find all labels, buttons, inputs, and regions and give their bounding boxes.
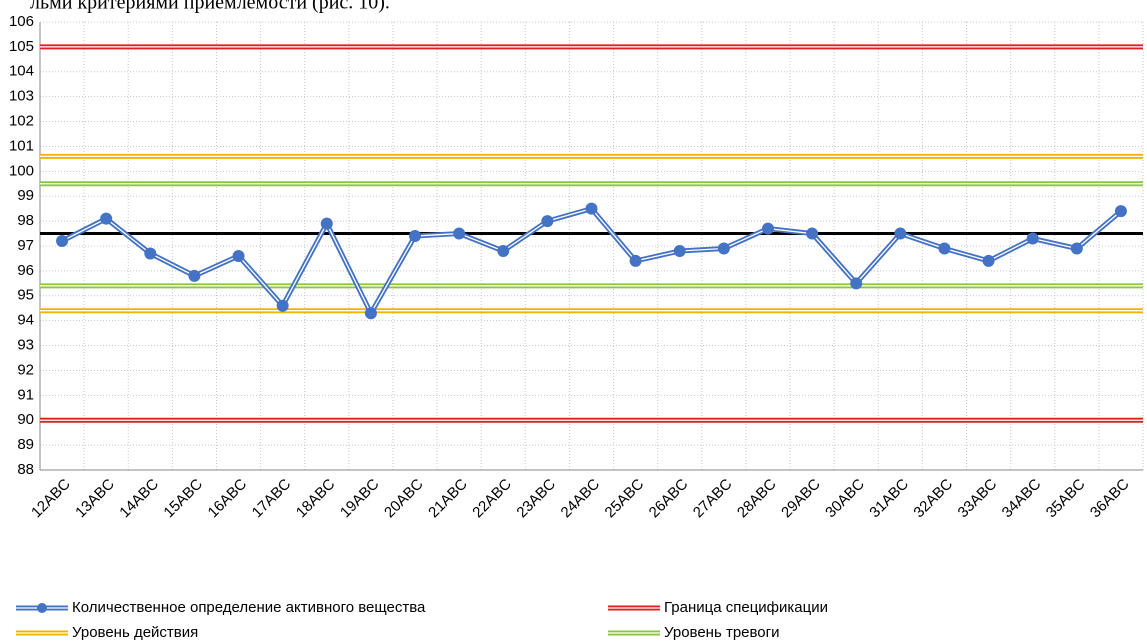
y-tick-label: 89 (17, 436, 34, 453)
point (761, 222, 774, 235)
point (320, 217, 333, 230)
y-tick-label: 102 (9, 113, 34, 130)
point (453, 227, 466, 240)
x-tick-label: 26ABC (646, 475, 692, 521)
x-tick-label: 20ABC (381, 475, 427, 521)
y-tick-label: 103 (9, 88, 34, 105)
x-tick-label: 28ABC (734, 475, 780, 521)
point (673, 244, 686, 257)
point (541, 215, 554, 228)
point (276, 299, 289, 312)
y-tick-label: 101 (9, 137, 34, 154)
x-tick-label: 36ABC (1087, 475, 1133, 521)
y-tick-label: 91 (17, 386, 34, 403)
legend-label: Граница спецификации (664, 599, 828, 616)
point (56, 235, 69, 248)
series-line-inner (61, 207, 1122, 315)
x-tick-label: 33ABC (955, 475, 1001, 521)
legend-marker (37, 603, 47, 613)
y-tick-label: 104 (9, 63, 34, 80)
point (629, 254, 642, 267)
y-tick-label: 106 (9, 13, 34, 30)
y-tick-label: 92 (17, 361, 34, 378)
x-tick-label: 35ABC (1043, 475, 1089, 521)
x-tick-label: 19ABC (337, 475, 383, 521)
point (1026, 232, 1039, 245)
point (188, 269, 201, 282)
legend-label: Количественное определение активного вещ… (72, 599, 426, 616)
x-tick-label: 16ABC (205, 475, 251, 521)
x-tick-label: 21ABC (425, 475, 471, 521)
y-tick-label: 98 (17, 212, 34, 229)
x-tick-label: 15ABC (160, 475, 206, 521)
x-tick-label: 25ABC (602, 475, 648, 521)
y-tick-label: 88 (17, 461, 34, 478)
x-tick-label: 22ABC (469, 475, 515, 521)
point (409, 230, 422, 243)
y-tick-label: 96 (17, 262, 34, 279)
point (1070, 242, 1083, 255)
y-tick-label: 90 (17, 411, 34, 428)
y-tick-label: 100 (9, 162, 34, 179)
y-tick-label: 94 (17, 312, 34, 329)
y-tick-label: 93 (17, 337, 34, 354)
point (497, 244, 510, 257)
x-tick-label: 31ABC (866, 475, 912, 521)
x-tick-label: 24ABC (558, 475, 604, 521)
x-tick-label: 12ABC (28, 475, 74, 521)
x-tick-label: 17ABC (249, 475, 295, 521)
y-tick-label: 97 (17, 237, 34, 254)
point (982, 254, 995, 267)
point (717, 242, 730, 255)
point (232, 249, 245, 262)
x-tick-label: 30ABC (822, 475, 868, 521)
point (585, 202, 598, 215)
legend-label: Уровень тревоги (664, 624, 780, 641)
x-tick-label: 34ABC (999, 475, 1045, 521)
y-tick-label: 99 (17, 187, 34, 204)
y-tick-label: 105 (9, 38, 34, 55)
series-line (60, 205, 1123, 319)
point (894, 227, 907, 240)
point (850, 277, 863, 290)
x-tick-label: 14ABC (116, 475, 162, 521)
point (938, 242, 951, 255)
point (100, 212, 113, 225)
legend-label: Уровень действия (72, 624, 198, 641)
point (364, 307, 377, 320)
point (144, 247, 157, 260)
x-tick-label: 32ABC (910, 475, 956, 521)
point (1114, 205, 1127, 218)
x-tick-label: 13ABC (72, 475, 118, 521)
x-tick-label: 27ABC (690, 475, 736, 521)
x-tick-label: 18ABC (293, 475, 339, 521)
y-tick-label: 95 (17, 287, 34, 304)
x-tick-label: 23ABC (513, 475, 559, 521)
caption-fragment: льми критериями приемлемости (рис. 10). (30, 0, 390, 14)
point (806, 227, 819, 240)
x-tick-label: 29ABC (778, 475, 824, 521)
